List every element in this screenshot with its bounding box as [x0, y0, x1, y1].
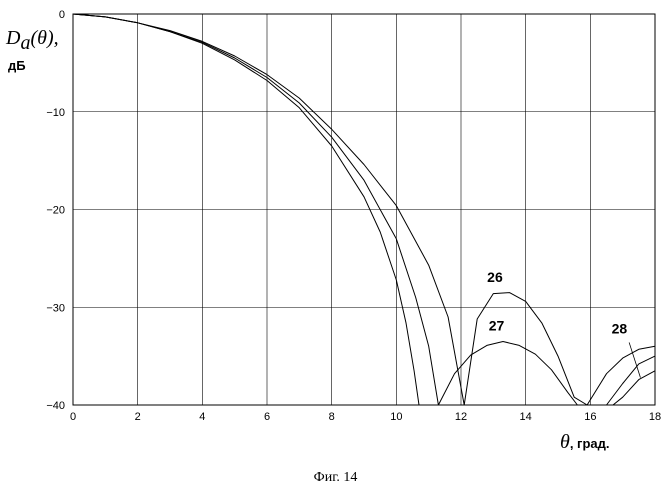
- x-tick-label: 14: [520, 411, 532, 423]
- y-axis-symbol: D: [5, 27, 21, 49]
- y-tick-label: −10: [46, 107, 65, 119]
- x-axis-unit: , град.: [570, 436, 610, 451]
- x-tick-label: 16: [584, 411, 596, 423]
- figure-caption: Фиг. 14: [0, 470, 671, 486]
- grid-lines: [73, 14, 655, 405]
- y-tick-label: −20: [46, 205, 65, 217]
- x-tick-label: 12: [455, 411, 467, 423]
- y-tick-labels: 0 −10 −20 −30 −40: [46, 9, 65, 412]
- curve-label-27: 27: [489, 318, 505, 334]
- x-axis-label: θ, град.: [560, 431, 610, 453]
- x-tick-label: 8: [329, 411, 335, 423]
- x-tick-label: 2: [135, 411, 141, 423]
- y-axis-unit: дБ: [8, 58, 26, 73]
- y-axis-argument: (θ),: [30, 27, 58, 49]
- curve-label-leaders: [629, 342, 640, 377]
- curve-label-28: 28: [612, 321, 628, 337]
- curve-labels: 26 27 28: [487, 269, 627, 337]
- x-tick-labels: 0 2 4 6 8 10 12 14 16 18: [70, 411, 661, 423]
- y-tick-label: 0: [59, 9, 65, 21]
- x-axis-symbol: θ: [560, 431, 570, 453]
- x-tick-label: 4: [199, 411, 205, 423]
- y-tick-label: −30: [46, 302, 65, 314]
- x-tick-label: 18: [649, 411, 661, 423]
- y-tick-label: −40: [46, 400, 65, 412]
- x-tick-label: 10: [390, 411, 402, 423]
- x-tick-label: 0: [70, 411, 76, 423]
- leader-line-28: [629, 342, 640, 377]
- x-tick-label: 6: [264, 411, 270, 423]
- curve-label-26: 26: [487, 269, 503, 285]
- y-axis-label: Da(θ),: [5, 27, 59, 54]
- y-axis-subscript: a: [20, 32, 30, 54]
